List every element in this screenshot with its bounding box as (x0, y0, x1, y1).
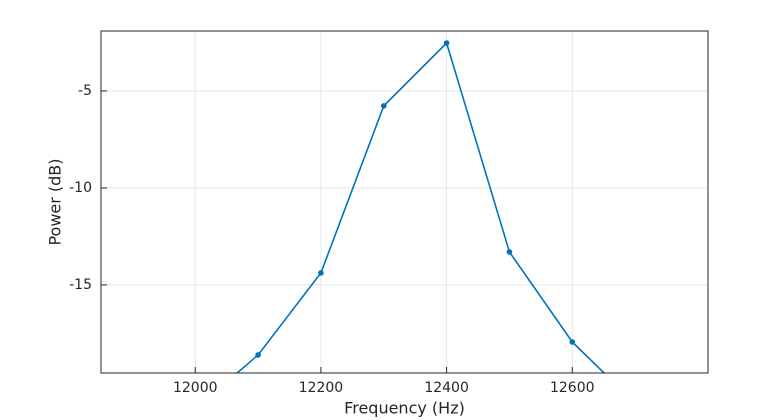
x-axis-label: Frequency (Hz) (344, 399, 465, 418)
data-point (506, 249, 513, 255)
data-point (569, 339, 576, 345)
plot-area (101, 31, 708, 373)
data-point (192, 406, 198, 412)
y-tick-label: -15 (69, 277, 92, 293)
data-point (255, 352, 261, 358)
axes-box (100, 30, 709, 374)
grid (101, 31, 708, 373)
x-tick-label: 12200 (299, 380, 344, 396)
y-axis-label: Power (dB) (46, 158, 65, 245)
data-point (632, 400, 638, 406)
x-tick-label: 12400 (424, 380, 469, 396)
y-tick-label: -5 (78, 83, 92, 99)
data-point (380, 103, 387, 109)
series-line (235, 41, 606, 373)
x-tick-label: 12600 (550, 380, 595, 396)
y-tick-label: -10 (69, 180, 92, 196)
data (192, 40, 638, 412)
x-tick-label: 12000 (173, 380, 218, 396)
ticks: 12000 12200 12400 12600 -15 -10 -5 (69, 83, 594, 396)
data-point (443, 40, 450, 46)
data-point (318, 270, 324, 276)
